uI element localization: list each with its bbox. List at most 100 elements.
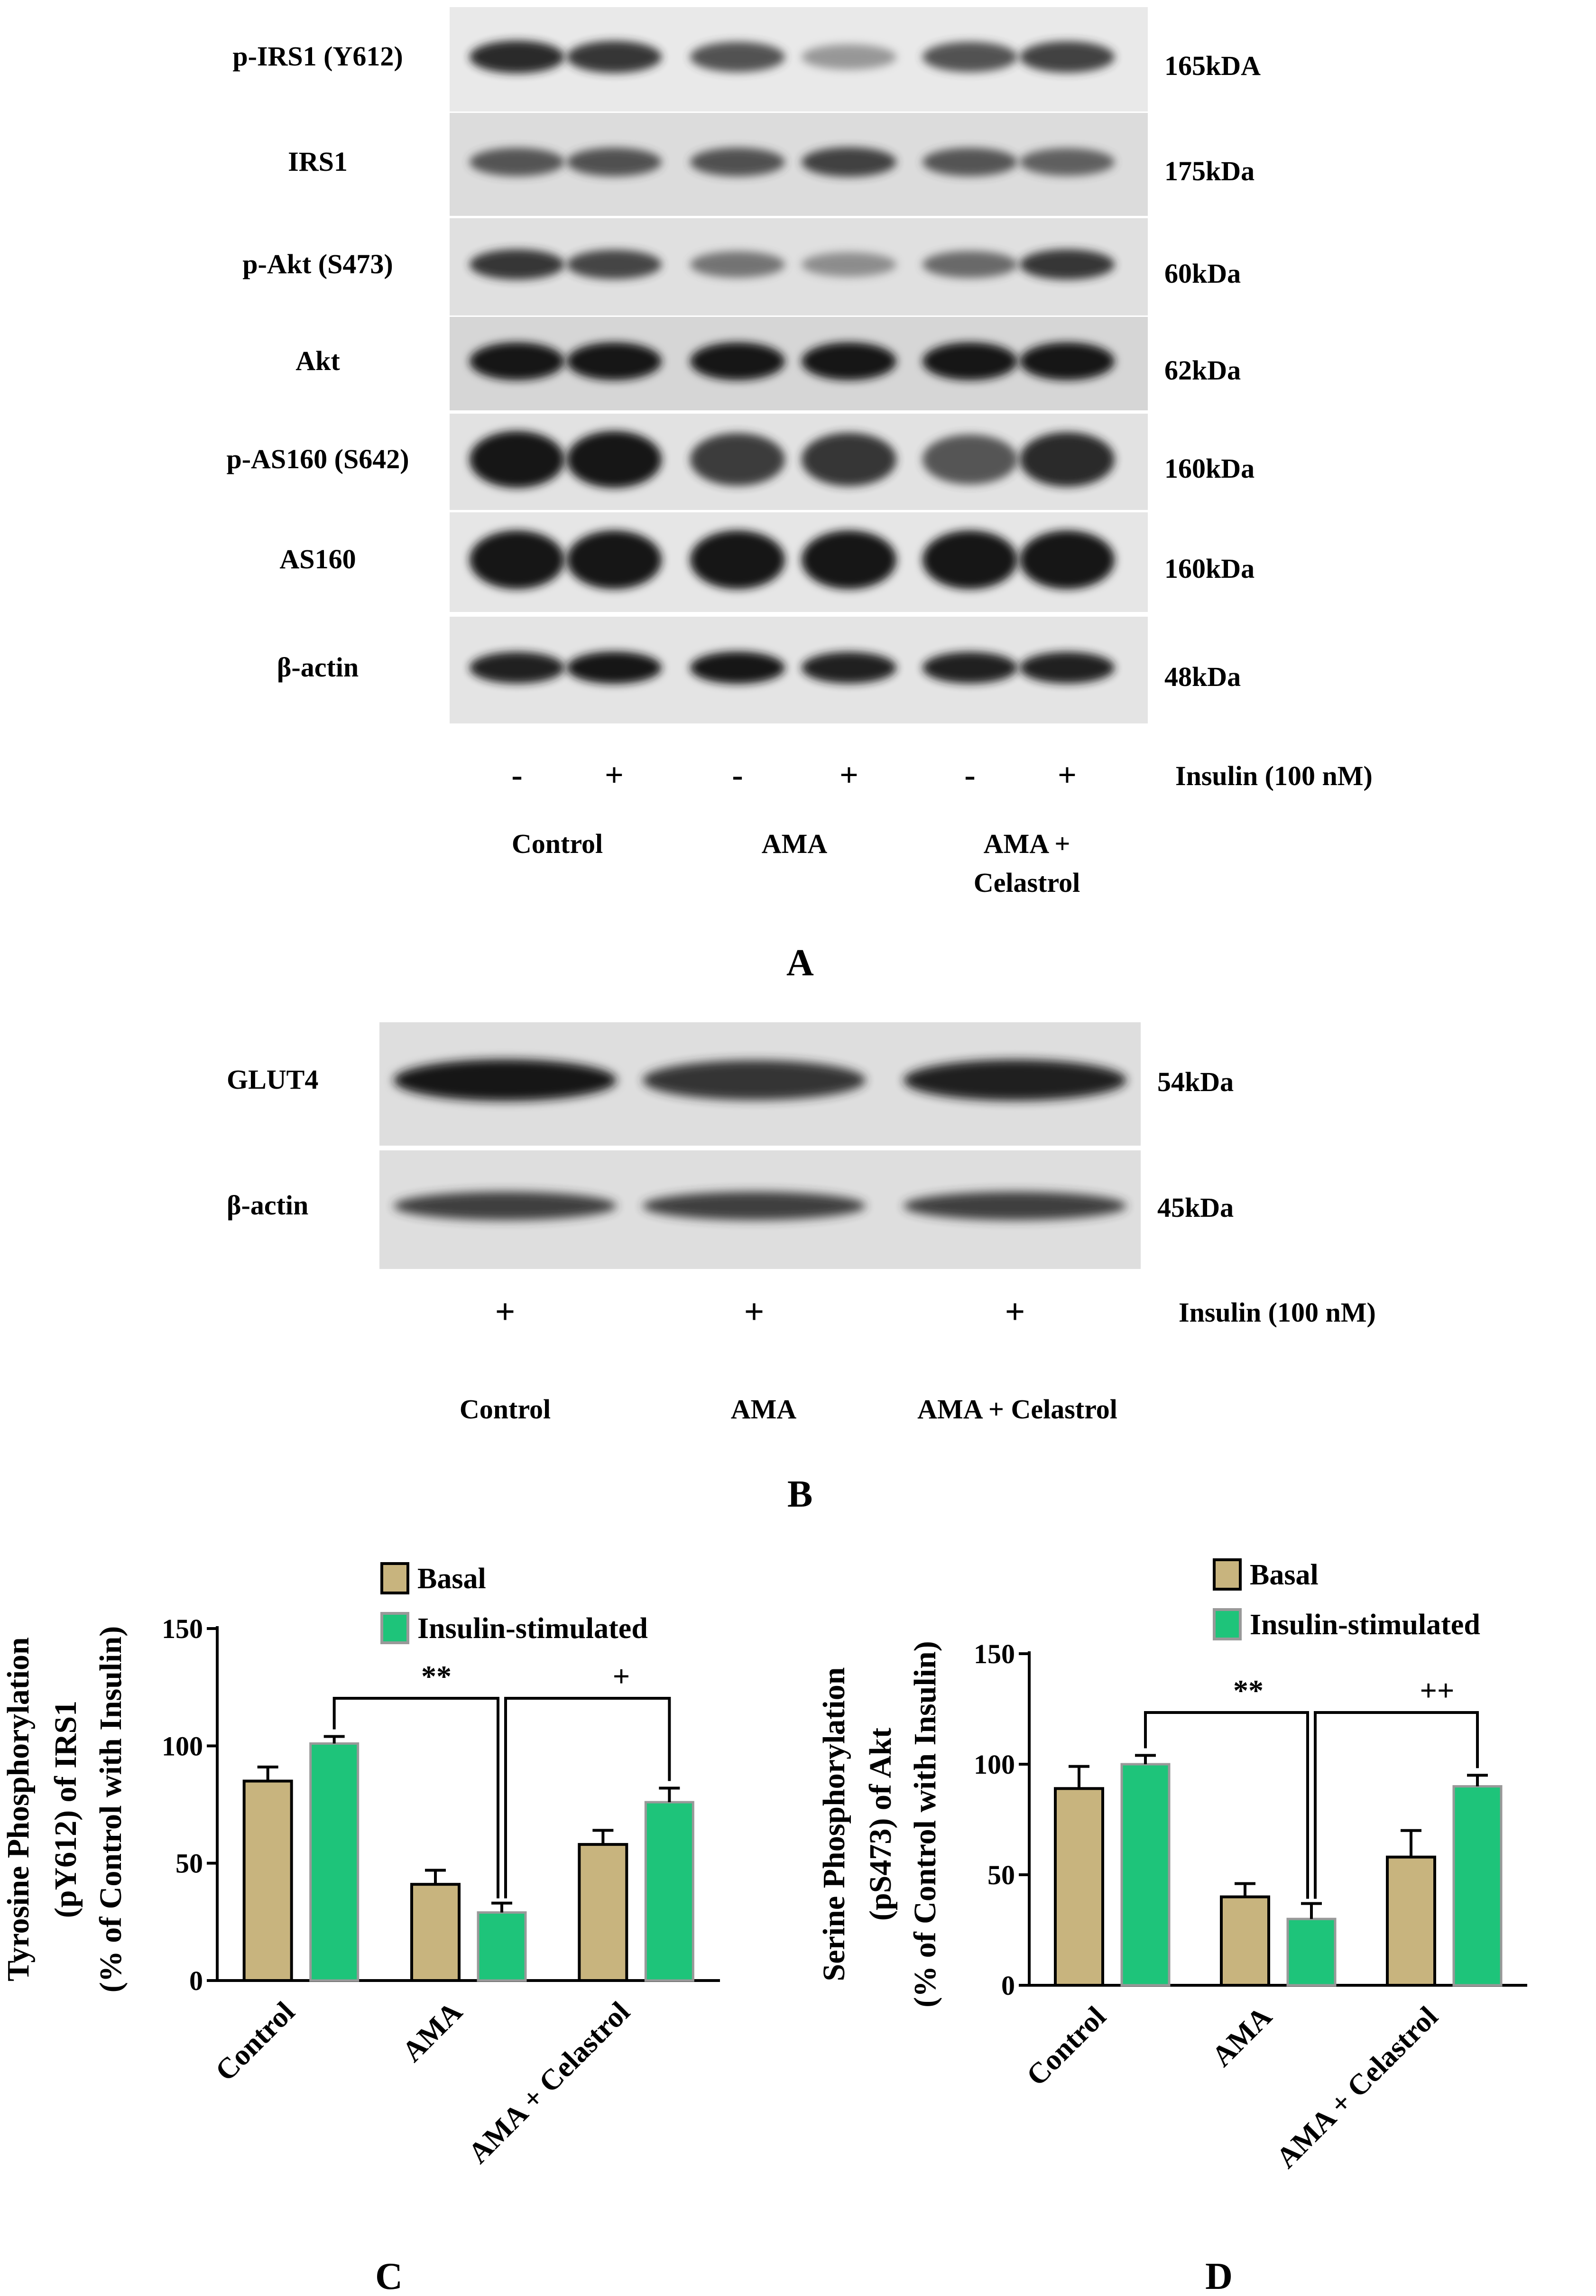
blot-band — [1020, 432, 1115, 487]
y-axis-label: Serine Phosphorylation — [817, 1667, 851, 1981]
bar-basal — [1054, 1787, 1104, 1987]
molecular-weight-label: 48kDa — [1164, 661, 1241, 692]
blot-band — [802, 342, 896, 380]
panel-a-blot — [450, 7, 1148, 723]
legend-swatch — [380, 1612, 409, 1644]
y-axis-label: (% of Control with Insulin) — [908, 1641, 942, 2008]
blot-band — [394, 1059, 617, 1101]
y-axis-label: Tyrosine Phosphorylation — [1, 1637, 36, 1981]
blot-band — [567, 41, 662, 73]
insulin-sign: + — [840, 757, 858, 794]
blot-band — [802, 147, 896, 177]
x-tick-label: AMA — [1206, 2000, 1278, 2073]
blot-band — [567, 250, 662, 279]
panel-letter: D — [1205, 2256, 1233, 2296]
blot-row-label: p-Akt (S473) — [242, 248, 393, 279]
blot-band — [690, 433, 785, 486]
blot-band — [567, 530, 662, 589]
blot-row-label: GLUT4 — [227, 1064, 319, 1095]
significance-label: ** — [421, 1659, 452, 1693]
blot-band — [470, 40, 564, 74]
insulin-sign: + — [605, 757, 624, 794]
significance-bracket — [1144, 1711, 1309, 1899]
insulin-sign: - — [964, 757, 976, 794]
blot-band — [1020, 148, 1115, 176]
x-tick-label: Control — [209, 1996, 301, 2087]
bar-insulin-stimulated — [1452, 1785, 1503, 1987]
legend-label: Insulin-stimulated — [1250, 1609, 1480, 1641]
blot-row-label: p-IRS1 (Y612) — [232, 41, 403, 72]
x-tick-label: AMA + Celastrol — [1270, 2000, 1444, 2175]
blot-band — [923, 250, 1017, 278]
blot-band — [923, 652, 1017, 684]
blot-band — [690, 251, 785, 278]
insulin-sign: + — [495, 1292, 516, 1332]
blot-band — [904, 1191, 1126, 1221]
bar-basal — [1220, 1895, 1270, 1987]
panel-letter: C — [375, 2256, 403, 2296]
panel-a-letter: A — [786, 942, 814, 984]
panel-b-letter: B — [787, 1473, 813, 1515]
bar-basal — [242, 1779, 293, 1982]
blot-row-label: β-actin — [227, 1190, 309, 1221]
legend-swatch — [1213, 1608, 1242, 1640]
molecular-weight-label: 175kDa — [1164, 155, 1255, 186]
significance-label: ++ — [1420, 1674, 1455, 1707]
blot-band — [470, 652, 564, 684]
blot-band — [690, 148, 785, 176]
x-tick-label: AMA + Celastrol — [462, 1996, 636, 2170]
group-label-celastrol: Celastrol — [973, 867, 1080, 898]
bar-insulin-stimulated — [1120, 1763, 1171, 1987]
molecular-weight-label: 165kDA — [1164, 50, 1261, 81]
blot-row-label: β-actin — [277, 651, 359, 683]
bar-insulin-stimulated — [477, 1911, 527, 1982]
blot-band — [1020, 41, 1115, 73]
insulin-sign: + — [1005, 1292, 1025, 1332]
significance-label: ** — [1233, 1674, 1264, 1707]
bar-insulin-stimulated — [1286, 1917, 1337, 1987]
bar-basal — [1386, 1855, 1436, 1987]
y-axis-label: (pS473) of Akt — [863, 1728, 898, 1921]
insulin-sign: - — [511, 757, 523, 794]
blot-band — [643, 1191, 866, 1221]
legend-swatch — [380, 1562, 409, 1594]
y-tick-label: 0 — [1001, 1970, 1015, 2001]
y-tick-label: 0 — [189, 1965, 203, 1996]
y-tick-label: 100 — [162, 1731, 203, 1761]
bar-basal — [578, 1843, 628, 1982]
molecular-weight-label: 54kDa — [1157, 1066, 1234, 1097]
y-tick-label: 50 — [987, 1860, 1015, 1890]
molecular-weight-label: 45kDa — [1157, 1192, 1234, 1223]
blot-band — [394, 1191, 617, 1221]
blot-band — [470, 342, 564, 380]
blot-row-label: AS160 — [279, 544, 356, 574]
group-label: AMA — [730, 1394, 797, 1425]
blot-band — [923, 434, 1017, 485]
blot-row-label: Akt — [295, 345, 340, 376]
significance-bracket — [504, 1697, 671, 1898]
blot-band — [1020, 342, 1115, 380]
molecular-weight-label: 62kDa — [1164, 354, 1241, 386]
y-tick-label: 150 — [974, 1639, 1015, 1669]
molecular-weight-label: 160kDa — [1164, 553, 1255, 584]
significance-bracket — [332, 1697, 499, 1898]
insulin-sign: + — [744, 1292, 765, 1332]
significance-label: + — [613, 1659, 630, 1693]
blot-band — [802, 433, 896, 486]
blot-band — [802, 530, 896, 589]
blot-band — [802, 652, 896, 684]
blot-band — [690, 342, 785, 380]
blot-band — [923, 148, 1017, 176]
insulin-label: Insulin (100 nM) — [1179, 1297, 1376, 1328]
panel-b-blot — [379, 1022, 1141, 1269]
blot-band — [643, 1060, 866, 1101]
group-label: Control — [459, 1394, 551, 1425]
group-label-ama-plus: AMA + — [983, 828, 1070, 859]
molecular-weight-label: 60kDa — [1164, 258, 1241, 289]
blot-band — [567, 651, 662, 684]
blot-band — [802, 44, 896, 70]
legend-label: Basal — [417, 1563, 486, 1595]
blot-band — [904, 1059, 1126, 1101]
